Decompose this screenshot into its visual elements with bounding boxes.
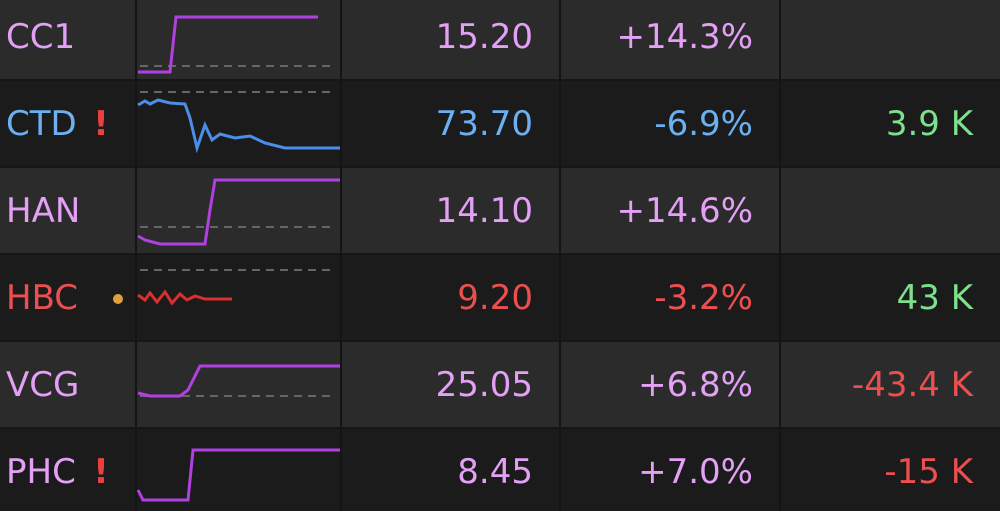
row-background <box>0 168 1000 253</box>
volume: 43 K <box>897 278 975 318</box>
price: 15.20 <box>436 17 533 57</box>
symbol: VCG <box>6 365 79 405</box>
symbol: PHC <box>6 452 76 492</box>
sparkline <box>136 448 340 502</box>
price: 25.05 <box>436 365 533 405</box>
row-background <box>0 255 1000 340</box>
price: 9.20 <box>457 278 533 318</box>
alert-flag: ! <box>93 104 109 144</box>
sparkline <box>137 98 340 154</box>
volume: -15 K <box>884 452 974 492</box>
price: 8.45 <box>457 452 533 492</box>
sparklines <box>113 15 340 502</box>
change: -3.2% <box>654 278 753 318</box>
row-background <box>0 342 1000 427</box>
row-background <box>0 81 1000 166</box>
symbol: CC1 <box>6 17 75 57</box>
symbol: CTD <box>6 104 77 144</box>
sparkline <box>137 289 232 306</box>
volume: -43.4 K <box>852 365 975 405</box>
change: +14.3% <box>617 17 754 57</box>
change: +6.8% <box>638 365 753 405</box>
volume: 3.9 K <box>886 104 975 144</box>
row-background <box>0 429 1000 511</box>
sparkline <box>137 178 340 246</box>
sparkline <box>137 364 340 398</box>
symbol: HBC <box>6 278 78 318</box>
change: +7.0% <box>638 452 753 492</box>
alert-flag: ! <box>93 452 109 492</box>
row-background <box>0 0 1000 79</box>
price: 14.10 <box>436 191 533 231</box>
change: +14.6% <box>617 191 754 231</box>
price: 73.70 <box>436 104 533 144</box>
sparkline <box>138 15 318 74</box>
change: -6.9% <box>654 104 753 144</box>
symbol: HAN <box>6 191 80 231</box>
status-dot <box>113 294 123 304</box>
